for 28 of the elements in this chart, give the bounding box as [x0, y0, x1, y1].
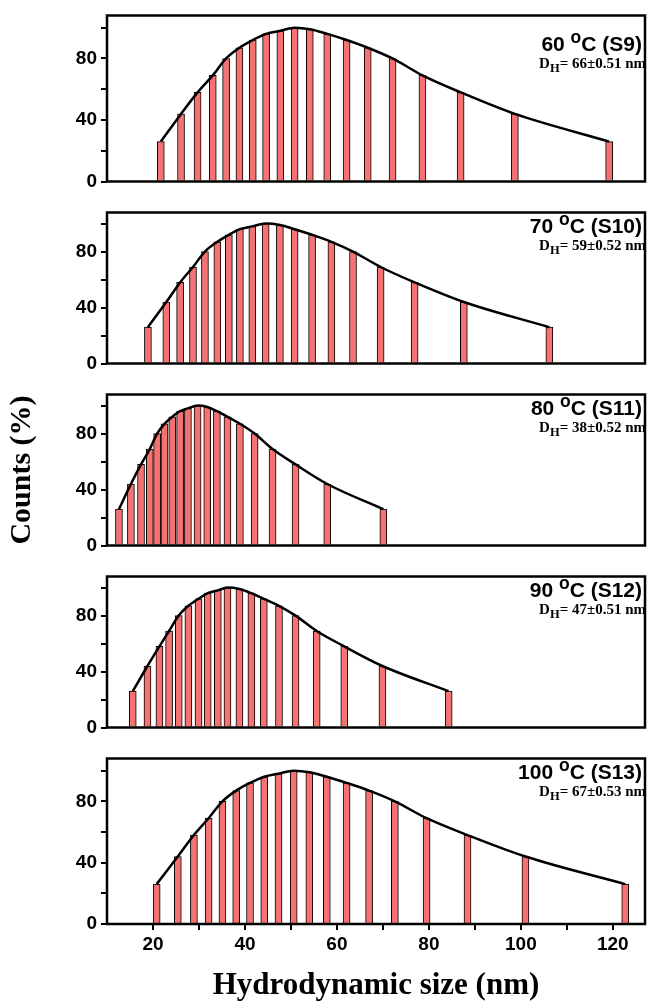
chart-title: 80 $^{o}$C (S11): [530, 391, 642, 420]
y-tick-label: 80: [75, 789, 97, 811]
y-tick-label: 0: [86, 351, 97, 373]
y-tick-label: 80: [75, 603, 97, 625]
y-tick-label: 80: [75, 421, 97, 443]
y-tick-label: 40: [75, 477, 97, 499]
y-tick-label: 0: [86, 912, 97, 934]
chart-title: 100 $^{o}$C (S13): [518, 755, 642, 784]
x-axis-title: Hydrodynamic size (nm): [212, 966, 540, 1002]
x-tick-label: 100: [504, 932, 537, 954]
text: 60 $^{o}$C (S9): [541, 27, 642, 56]
x-tick-label: 80: [418, 932, 440, 954]
y-tick-label: 0: [86, 715, 97, 737]
x-tick-label: 60: [326, 932, 348, 954]
y-tick-label: 40: [75, 850, 97, 872]
y-tick-label: 80: [75, 239, 97, 261]
chart-title: 90 $^{o}$C (S12): [529, 573, 642, 602]
y-tick-label: 40: [75, 295, 97, 317]
chart-title: 70 $^{o}$C (S10): [529, 209, 642, 238]
y-tick-label: 40: [75, 108, 97, 130]
y-tick-label: 40: [75, 659, 97, 681]
x-tick-label: 120: [596, 932, 629, 954]
y-tick-label: 0: [86, 533, 97, 555]
y-axis-title: Counts (%): [2, 395, 37, 545]
y-tick-label: 80: [75, 46, 97, 68]
y-tick-label: 0: [86, 169, 97, 191]
x-tick-label: 20: [142, 932, 164, 954]
x-tick-label: 40: [234, 932, 256, 954]
